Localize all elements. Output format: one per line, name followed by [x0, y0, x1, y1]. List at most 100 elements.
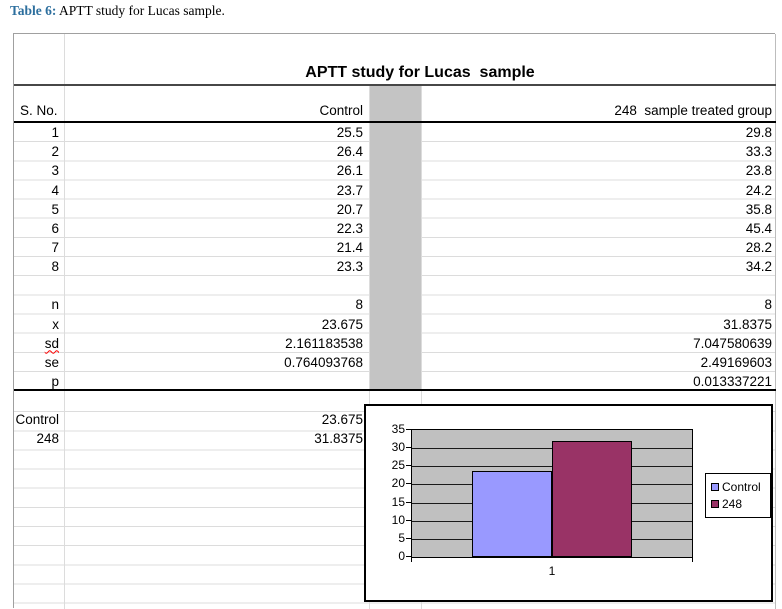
cell-sno: 1	[51, 125, 59, 140]
stat-treated: 7.047580639	[693, 335, 772, 351]
stats-row: n 8 8	[14, 295, 776, 314]
legend-item: 248	[711, 496, 768, 513]
cell-sno: 3	[51, 163, 59, 179]
stat-control: 0.764093768	[284, 354, 363, 370]
stats-row: x 23.675 31.8375	[14, 315, 776, 334]
y-axis-tick-label: 30	[391, 440, 405, 455]
table-row: 2 26.4 33.3	[14, 142, 776, 161]
y-axis-tick-label: 10	[391, 512, 405, 527]
legend-label: 248	[722, 497, 743, 511]
y-axis-tick-mark	[406, 483, 411, 485]
summary-label: 248	[36, 431, 59, 447]
y-axis-tick-mark	[406, 429, 411, 430]
legend-swatch-control	[711, 483, 719, 491]
legend-label: Control	[722, 480, 761, 494]
cell-control: 22.3	[336, 220, 363, 236]
caption-label: Table 6:	[10, 3, 57, 18]
cell-treated: 45.4	[745, 220, 772, 236]
table-row: 4 23.7 24.2	[14, 181, 776, 200]
stat-control: 2.161183538	[285, 335, 363, 351]
stat-control	[64, 372, 369, 391]
cell-sno: 5	[51, 201, 59, 217]
header-underline	[14, 121, 776, 123]
stat-treated: 0.013337221	[693, 374, 772, 389]
cell-control: 26.4	[336, 144, 363, 160]
table-row: 8 23.3 34.2	[14, 257, 776, 276]
misspelled-word: sd	[44, 335, 59, 351]
cell-control: 25.5	[336, 125, 363, 140]
cell-sno: 4	[51, 182, 59, 198]
cell-treated: 23.8	[745, 163, 772, 179]
x-axis-tick-mark	[411, 558, 412, 562]
cell-sno: 8	[51, 259, 59, 275]
summary-row: Control 23.675	[14, 410, 776, 429]
table-row: 6 22.3 45.4	[14, 219, 776, 238]
table-row: 3 26.1 23.8	[14, 161, 776, 180]
header-row: S. No. Control 248 sample treated group	[14, 100, 776, 121]
y-axis-tick-mark	[406, 447, 411, 449]
column-gridline	[421, 86, 422, 609]
spreadsheet-table: APTT study for Lucas sample S. No. Contr…	[13, 33, 776, 609]
column-gridline	[369, 86, 370, 609]
table-row: 5 20.7 35.8	[14, 200, 776, 219]
table-right-border	[775, 34, 776, 609]
stat-treated: 8	[764, 297, 772, 313]
stat-treated: 31.8375	[723, 316, 772, 332]
cell-control: 23.3	[336, 259, 363, 275]
bar-Control	[472, 471, 552, 557]
header-control: Control	[319, 103, 363, 118]
column-gridline	[64, 34, 65, 609]
cell-control: 23.7	[336, 182, 363, 198]
y-axis-tick-label: 0	[398, 549, 405, 563]
summary-row: 248 31.8375	[14, 429, 776, 448]
header-treated: 248 sample treated group	[614, 103, 772, 118]
table-row: 1 25.5 29.8	[14, 123, 776, 142]
cell-treated: 24.2	[745, 182, 772, 198]
stat-control: 23.675	[321, 316, 363, 332]
chart-plot	[411, 429, 693, 558]
y-axis-tick-label: 25	[391, 458, 405, 473]
cell-sno: 6	[51, 220, 59, 236]
title-underline	[14, 84, 776, 86]
y-axis-tick-label: 5	[398, 530, 405, 545]
stat-control: 8	[355, 297, 363, 313]
y-axis-tick-mark	[406, 465, 411, 467]
cell-treated: 35.8	[745, 201, 772, 217]
summary-value: 31.8375	[314, 431, 363, 447]
y-axis-tick-mark	[406, 501, 411, 503]
y-axis-tick-mark	[406, 537, 411, 539]
stat-label: sd	[14, 334, 64, 353]
bar-248	[552, 441, 632, 557]
header-sno: S. No.	[20, 103, 58, 118]
stats-row: se 0.764093768 2.49169603	[14, 353, 776, 372]
cell-sno: 2	[51, 144, 59, 160]
legend-swatch-248	[711, 500, 719, 508]
sheet-title: APTT study for Lucas sample	[305, 64, 535, 81]
summary-value: 23.675	[321, 412, 363, 428]
stat-treated: 2.49169603	[700, 354, 772, 370]
stat-label: x	[52, 316, 59, 332]
cell-treated: 33.3	[745, 144, 772, 160]
table-caption: Table 6: APTT study for Lucas sample.	[10, 2, 225, 19]
y-axis-tick-label: 20	[391, 476, 405, 491]
cell-sno: 7	[51, 239, 59, 255]
legend-item: Control	[711, 479, 768, 496]
stat-label: n	[51, 297, 59, 313]
bar-chart: 1 Control 248 0 5 10 15 20 25 30 35	[364, 404, 773, 602]
summary-label: Control	[15, 412, 59, 428]
cell-control: 21.4	[336, 239, 363, 255]
x-axis-category-label: 1	[548, 564, 556, 578]
cell-treated: 28.2	[745, 239, 772, 255]
cell-control: 20.7	[336, 201, 363, 217]
cell-treated: 29.8	[745, 125, 772, 140]
y-axis-tick-label: 15	[391, 494, 405, 509]
stat-label: se	[44, 354, 59, 370]
x-axis-tick-mark	[692, 558, 693, 562]
y-axis-tick-mark	[406, 556, 411, 557]
chart-legend: Control 248	[705, 473, 771, 518]
stats-row: sd 2.161183538 7.047580639	[14, 334, 776, 353]
y-axis-tick-label: 35	[391, 422, 405, 436]
stats-underline	[14, 389, 776, 391]
cell-control: 26.1	[336, 163, 363, 179]
caption-text: APTT study for Lucas sample.	[56, 3, 225, 18]
